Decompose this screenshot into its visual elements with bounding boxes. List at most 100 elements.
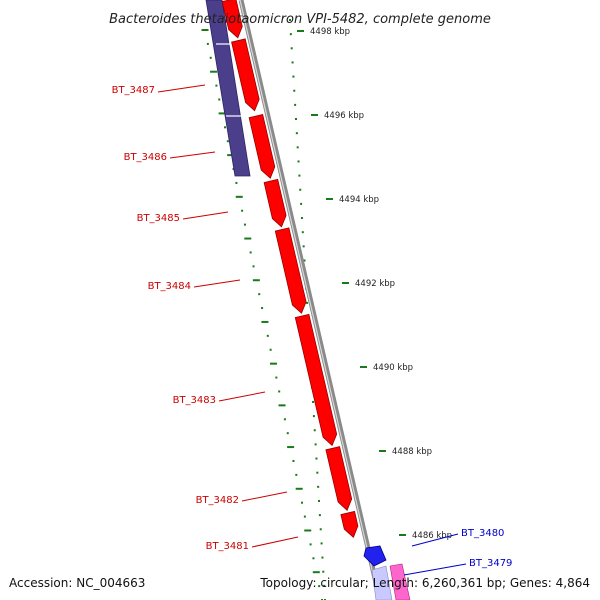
tick-dot xyxy=(313,429,316,432)
gene-arrow-forward[interactable] xyxy=(263,178,287,228)
gene-leader-line xyxy=(218,391,266,402)
inner-ring-dot xyxy=(269,348,272,351)
inner-ring-dot xyxy=(261,320,269,323)
inner-ring-dot xyxy=(283,418,286,421)
tick-dot xyxy=(323,584,326,587)
gene-arrow-reverse[interactable] xyxy=(363,545,387,567)
inner-ring-dot xyxy=(312,571,320,574)
inner-ring-dot xyxy=(275,376,278,379)
gene-arrow-forward[interactable] xyxy=(274,227,307,314)
tick-dot xyxy=(322,570,325,573)
inner-ring-dot xyxy=(201,29,209,31)
gene-label[interactable]: BT_3484 xyxy=(148,281,191,292)
tick-dot xyxy=(306,301,309,304)
inner-ring-dot xyxy=(287,446,295,449)
gene-arrow-reverse[interactable] xyxy=(371,565,393,600)
tick-dot xyxy=(298,174,301,177)
inner-ring-dot xyxy=(244,237,252,240)
inner-ring-dot xyxy=(235,195,243,198)
tick-dot xyxy=(294,103,297,106)
gene-labels-layer: BT_3487 BT_3486 BT_3485 BT_3484 BT_3483 BT_34… xyxy=(112,84,512,576)
tick-dot xyxy=(314,443,317,446)
gene-leader-line xyxy=(157,84,206,93)
inner-ring-dot xyxy=(286,432,289,435)
inner-ring-dot xyxy=(209,56,212,59)
gene-label[interactable]: BT_3479 xyxy=(469,558,512,569)
tick-dot xyxy=(312,400,315,403)
gene-label[interactable]: BT_3480 xyxy=(461,528,504,539)
feature-band-layer xyxy=(205,0,251,177)
inner-ring-dot xyxy=(318,585,321,588)
gene-arrow-forward[interactable] xyxy=(340,510,359,538)
inner-ring-dot xyxy=(206,42,209,45)
gene-arrow-reverse[interactable] xyxy=(389,563,411,600)
gene-arrow-forward[interactable] xyxy=(248,114,276,179)
inner-ring-dot xyxy=(249,251,252,254)
tick-label: 4498 kbp xyxy=(310,27,350,37)
tick-label: 4486 kbp xyxy=(412,531,452,541)
tick-dot xyxy=(293,89,296,92)
gene-arrow-forward[interactable] xyxy=(294,313,338,447)
inner-ring-dot xyxy=(304,529,312,532)
inner-ring-dot xyxy=(301,501,304,504)
tick-dot xyxy=(289,19,291,21)
inner-ring-dot xyxy=(266,334,269,337)
tick-label: 4488 kbp xyxy=(392,447,432,457)
tick-dot xyxy=(312,415,315,418)
tick-dot xyxy=(297,160,300,163)
tick-mark xyxy=(360,366,367,368)
inner-ring-dot xyxy=(226,140,229,143)
gene-label[interactable]: BT_3487 xyxy=(112,85,155,96)
inner-ring-dot xyxy=(295,473,298,476)
gene-leader-line xyxy=(241,491,288,502)
tick-mark xyxy=(399,534,406,536)
inner-ring-dot xyxy=(312,557,315,560)
inner-ring-dot xyxy=(210,70,218,73)
inner-ring-dot xyxy=(269,362,277,365)
gene-arrow-forward[interactable] xyxy=(221,0,243,39)
tick-dot xyxy=(303,259,306,262)
tick-mark xyxy=(379,450,386,452)
gene-arrow-forward[interactable] xyxy=(231,38,260,112)
inner-ring-dot xyxy=(215,84,218,87)
genome-backbone xyxy=(238,0,383,600)
tick-dot xyxy=(294,118,297,121)
gene-leader-line xyxy=(411,533,459,547)
inner-ring-dot xyxy=(223,126,226,129)
tick-mark xyxy=(311,114,318,116)
inner-ring-dot xyxy=(309,543,312,546)
tick-dot xyxy=(301,231,304,234)
gene-label[interactable]: BT_3483 xyxy=(173,395,216,406)
tick-label: 4496 kbp xyxy=(324,111,364,121)
inner-ring-dot xyxy=(241,209,244,212)
tick-dot xyxy=(316,471,319,474)
inner-ring-dot xyxy=(303,515,306,518)
topology-summary: Topology: circular; Length: 6,260,361 bp… xyxy=(259,576,590,590)
tick-dot xyxy=(321,556,324,559)
tick-labels-layer: 4498 kbp 4496 kbp 4494 kbp 4492 kbp 4490 kbp… xyxy=(297,27,452,541)
inner-ring-dot xyxy=(278,404,286,407)
inner-ring-dot xyxy=(261,307,264,310)
tick-dot xyxy=(299,188,302,191)
tick-dot xyxy=(291,61,294,64)
gene-arrow-forward[interactable] xyxy=(325,446,353,511)
gene-label[interactable]: BT_3485 xyxy=(137,213,180,224)
gene-label[interactable]: BT_3486 xyxy=(124,152,167,163)
gene-label[interactable]: BT_3481 xyxy=(206,541,249,552)
inner-ring-dot xyxy=(218,112,226,115)
tick-mark xyxy=(297,30,304,32)
tick-label: 4490 kbp xyxy=(373,363,413,373)
gene-leader-line xyxy=(182,211,229,220)
gene-arrows-layer xyxy=(221,0,411,600)
gene-label[interactable]: BT_3482 xyxy=(196,495,239,506)
tick-dot xyxy=(320,542,323,545)
inner-ring-dot xyxy=(235,181,238,184)
inner-ring-dot xyxy=(292,459,295,462)
tick-label: 4492 kbp xyxy=(355,279,395,289)
inner-ring-dot xyxy=(252,279,260,282)
inner-ring-dot xyxy=(252,265,255,268)
inner-ring-dot xyxy=(218,98,221,101)
tick-dot xyxy=(318,514,321,517)
inner-ring-dot xyxy=(278,390,281,393)
gene-leader-line xyxy=(169,151,216,159)
